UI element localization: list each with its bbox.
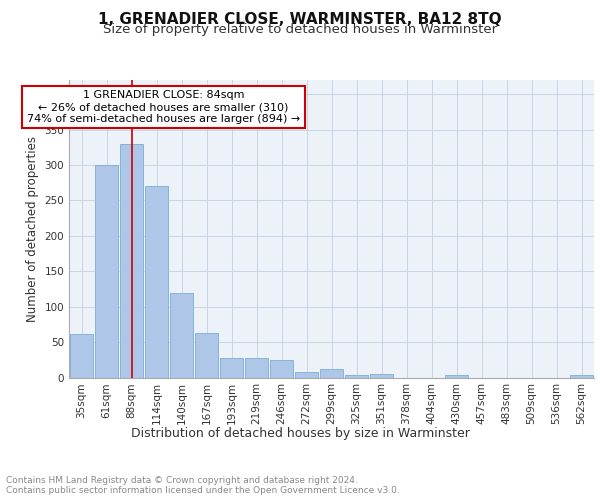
Bar [295,372,318,378]
Bar [170,292,193,378]
Y-axis label: Number of detached properties: Number of detached properties [26,136,39,322]
Bar [245,358,268,378]
Bar [320,369,343,378]
Text: Contains HM Land Registry data © Crown copyright and database right 2024.
Contai: Contains HM Land Registry data © Crown c… [6,476,400,495]
Text: 1 GRENADIER CLOSE: 84sqm
← 26% of detached houses are smaller (310)
74% of semi-: 1 GRENADIER CLOSE: 84sqm ← 26% of detach… [27,90,300,124]
Bar [95,165,118,378]
Bar [70,334,93,378]
Bar [570,374,593,378]
Text: Size of property relative to detached houses in Warminster: Size of property relative to detached ho… [103,23,497,36]
Bar [145,186,168,378]
Bar [120,144,143,378]
Bar [445,374,468,378]
Text: 1, GRENADIER CLOSE, WARMINSTER, BA12 8TQ: 1, GRENADIER CLOSE, WARMINSTER, BA12 8TQ [98,12,502,28]
Bar [220,358,243,378]
Bar [370,374,393,378]
Bar [195,333,218,378]
Bar [270,360,293,378]
Text: Distribution of detached houses by size in Warminster: Distribution of detached houses by size … [131,428,469,440]
Bar [345,374,368,378]
